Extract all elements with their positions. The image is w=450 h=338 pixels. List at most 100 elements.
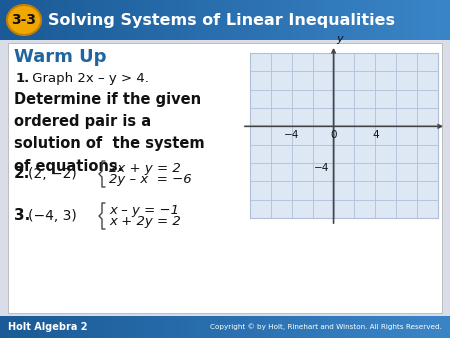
- Bar: [413, 0, 421, 40]
- Bar: [127, 316, 136, 338]
- Bar: [188, 0, 196, 40]
- Text: Graph 2x – y > 4.: Graph 2x – y > 4.: [28, 72, 149, 85]
- Bar: [120, 316, 129, 338]
- Text: 0: 0: [330, 130, 337, 140]
- Bar: [8, 0, 16, 40]
- Bar: [338, 316, 346, 338]
- Bar: [262, 316, 271, 338]
- Bar: [225, 316, 234, 338]
- Bar: [270, 0, 279, 40]
- Bar: [45, 0, 54, 40]
- Bar: [15, 0, 23, 40]
- Bar: [315, 0, 324, 40]
- Bar: [248, 0, 256, 40]
- Bar: [278, 0, 286, 40]
- Text: y: y: [337, 34, 343, 44]
- Text: 2y – x  = −6: 2y – x = −6: [109, 173, 192, 186]
- Bar: [60, 0, 68, 40]
- Bar: [217, 316, 226, 338]
- Bar: [98, 0, 106, 40]
- Bar: [292, 316, 301, 338]
- Bar: [180, 0, 189, 40]
- Bar: [375, 316, 383, 338]
- Bar: [255, 316, 264, 338]
- Bar: [420, 0, 428, 40]
- Bar: [240, 0, 248, 40]
- Text: x + 2y = 2: x + 2y = 2: [109, 215, 181, 228]
- Text: Holt Algebra 2: Holt Algebra 2: [8, 322, 87, 332]
- Bar: [98, 316, 106, 338]
- Bar: [158, 0, 166, 40]
- Bar: [405, 0, 414, 40]
- Bar: [105, 316, 113, 338]
- Bar: [82, 316, 91, 338]
- Bar: [323, 316, 331, 338]
- Bar: [250, 53, 438, 218]
- Bar: [120, 0, 129, 40]
- Bar: [143, 0, 151, 40]
- Bar: [127, 0, 136, 40]
- Bar: [315, 316, 324, 338]
- Bar: [60, 316, 68, 338]
- Bar: [330, 316, 338, 338]
- Bar: [105, 0, 113, 40]
- Bar: [143, 316, 151, 338]
- Bar: [0, 0, 9, 40]
- Bar: [165, 316, 174, 338]
- Bar: [165, 0, 174, 40]
- Bar: [307, 0, 316, 40]
- Bar: [188, 316, 196, 338]
- Bar: [360, 0, 369, 40]
- Bar: [435, 0, 444, 40]
- Bar: [375, 0, 383, 40]
- Bar: [22, 316, 31, 338]
- Bar: [390, 0, 399, 40]
- Bar: [382, 0, 391, 40]
- Bar: [368, 0, 376, 40]
- Text: Determine if the given
ordered pair is a
solution of  the system
of equations.: Determine if the given ordered pair is a…: [14, 92, 205, 174]
- Bar: [37, 0, 46, 40]
- Text: (2, −2): (2, −2): [28, 167, 77, 181]
- Bar: [30, 0, 39, 40]
- Text: 4: 4: [372, 130, 378, 140]
- Bar: [150, 0, 158, 40]
- Bar: [210, 0, 219, 40]
- Text: 2.: 2.: [14, 167, 31, 182]
- Bar: [22, 0, 31, 40]
- Bar: [233, 316, 241, 338]
- Bar: [8, 316, 16, 338]
- Bar: [435, 316, 444, 338]
- Bar: [300, 316, 309, 338]
- Bar: [217, 0, 226, 40]
- Text: Warm Up: Warm Up: [14, 48, 107, 66]
- Bar: [68, 0, 76, 40]
- Bar: [0, 316, 9, 338]
- Text: 1.: 1.: [16, 72, 30, 85]
- Bar: [442, 0, 450, 40]
- Bar: [37, 316, 46, 338]
- Bar: [262, 0, 271, 40]
- Bar: [285, 0, 293, 40]
- Bar: [255, 0, 264, 40]
- Text: x – y = −1: x – y = −1: [109, 204, 179, 217]
- Bar: [202, 316, 211, 338]
- Bar: [240, 316, 248, 338]
- Bar: [300, 0, 309, 40]
- Text: 2x + y = 2: 2x + y = 2: [109, 162, 181, 175]
- Bar: [345, 316, 354, 338]
- Bar: [428, 316, 436, 338]
- Bar: [195, 316, 203, 338]
- Bar: [210, 316, 219, 338]
- Bar: [278, 316, 286, 338]
- Bar: [225, 0, 234, 40]
- Bar: [442, 316, 450, 338]
- Bar: [172, 316, 181, 338]
- Bar: [413, 316, 421, 338]
- Text: −4: −4: [284, 130, 299, 140]
- Bar: [8, 43, 442, 313]
- Bar: [53, 0, 61, 40]
- Bar: [428, 0, 436, 40]
- Bar: [330, 0, 338, 40]
- Bar: [202, 0, 211, 40]
- Bar: [420, 316, 428, 338]
